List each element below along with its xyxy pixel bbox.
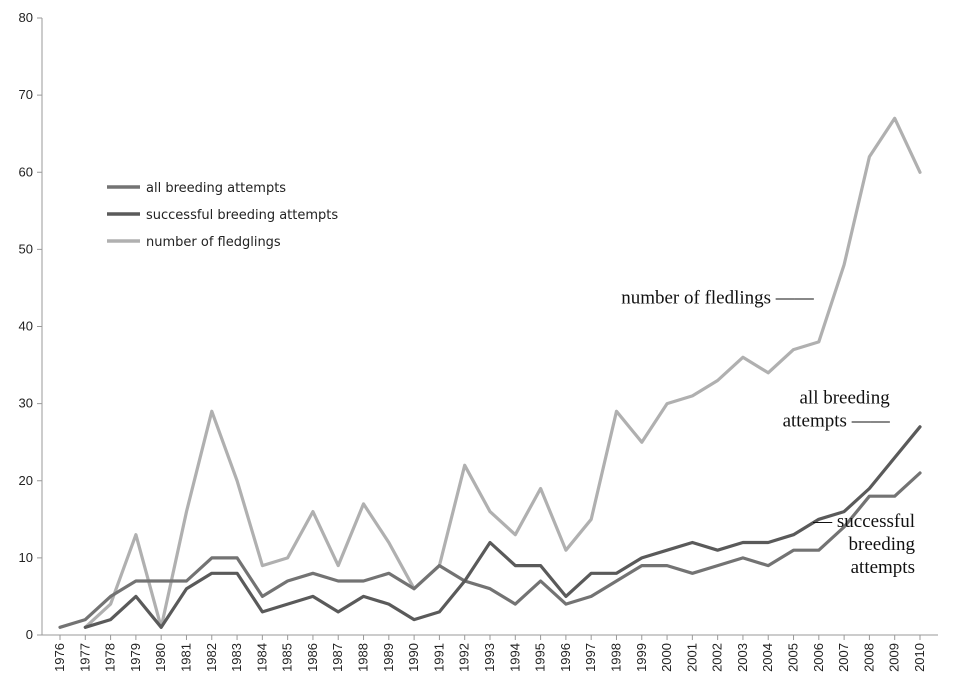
x-tick-label: 1994 — [507, 643, 522, 672]
x-tick-label: 1986 — [305, 643, 320, 672]
x-tick-label: 1985 — [280, 643, 295, 672]
annotation-text: number of fledlings —— — [621, 287, 815, 308]
legend-label: successful breeding attempts — [146, 208, 338, 223]
x-tick-label: 1988 — [356, 643, 371, 672]
x-tick-label: 1979 — [128, 643, 143, 672]
x-tick-label: 1987 — [330, 643, 345, 672]
series-line-number-of-fledglings — [83, 116, 922, 629]
annotation-text: all breeding — [799, 388, 890, 409]
y-ticks: 0 10 20 30 40 50 60 70 80 — [19, 10, 42, 642]
x-tick-label: 1992 — [457, 643, 472, 672]
y-tick-label: 20 — [19, 473, 33, 488]
x-tick-label: 1984 — [254, 643, 269, 672]
legend: all breeding attempts successful breeding… — [107, 181, 338, 250]
x-tick-label: 2005 — [786, 643, 801, 672]
y-tick-label: 60 — [19, 164, 33, 179]
x-tick-label: 1980 — [153, 643, 168, 672]
x-tick-label: 1991 — [431, 643, 446, 672]
x-tick-label: 2007 — [836, 643, 851, 672]
x-tick-label: 2006 — [811, 643, 826, 672]
x-tick-label: 1983 — [229, 643, 244, 672]
x-tick-label: 1995 — [533, 643, 548, 672]
x-tick-label: 2000 — [659, 643, 674, 672]
annotations: number of fledlings ——all breedingattemp… — [621, 287, 915, 578]
y-tick-label: 50 — [19, 241, 33, 256]
annotation-text: breeding — [849, 534, 916, 555]
x-tick-label: 2010 — [912, 643, 927, 672]
y-tick-label: 30 — [19, 396, 33, 411]
x-tick-label: 2008 — [861, 643, 876, 672]
y-tick-label: 10 — [19, 550, 33, 565]
y-tick-label: 80 — [19, 10, 33, 25]
legend-label: number of fledglings — [146, 235, 281, 250]
x-tick-label: 1989 — [381, 643, 396, 672]
x-tick-label: 2001 — [684, 643, 699, 672]
x-tick-label: 1999 — [634, 643, 649, 672]
annotation-text: attempts — [851, 557, 915, 578]
x-tick-label: 1981 — [178, 643, 193, 672]
x-tick-label: 2002 — [710, 643, 725, 672]
x-tick-label: 2004 — [760, 643, 775, 672]
series-lines — [58, 116, 922, 629]
x-tick-label: 1998 — [608, 643, 623, 672]
x-tick-label: 1976 — [52, 643, 67, 672]
annotation-text: attempts —— — [783, 411, 891, 432]
x-tick-label: 1977 — [77, 643, 92, 672]
legend-label: all breeding attempts — [146, 181, 286, 196]
x-ticks: 1976 1977 1978 1979 1980 1981 1982 1983 1984 1985… — [52, 635, 927, 672]
annotation-text: — successful — [812, 511, 915, 532]
y-tick-label: 40 — [19, 319, 33, 334]
y-tick-label: 70 — [19, 87, 33, 102]
x-tick-label: 1990 — [406, 643, 421, 672]
x-tick-label: 1993 — [482, 643, 497, 672]
x-tick-label: 2003 — [735, 643, 750, 672]
series-line-all-breeding-attempts — [58, 471, 922, 629]
series-line-successful-breeding-attempts — [83, 425, 922, 629]
x-tick-label: 1997 — [583, 643, 598, 672]
x-tick-label: 1996 — [558, 643, 573, 672]
y-tick-label: 0 — [26, 627, 33, 642]
x-tick-label: 1978 — [103, 643, 118, 672]
x-tick-label: 1982 — [204, 643, 219, 672]
x-tick-label: 2009 — [887, 643, 902, 672]
